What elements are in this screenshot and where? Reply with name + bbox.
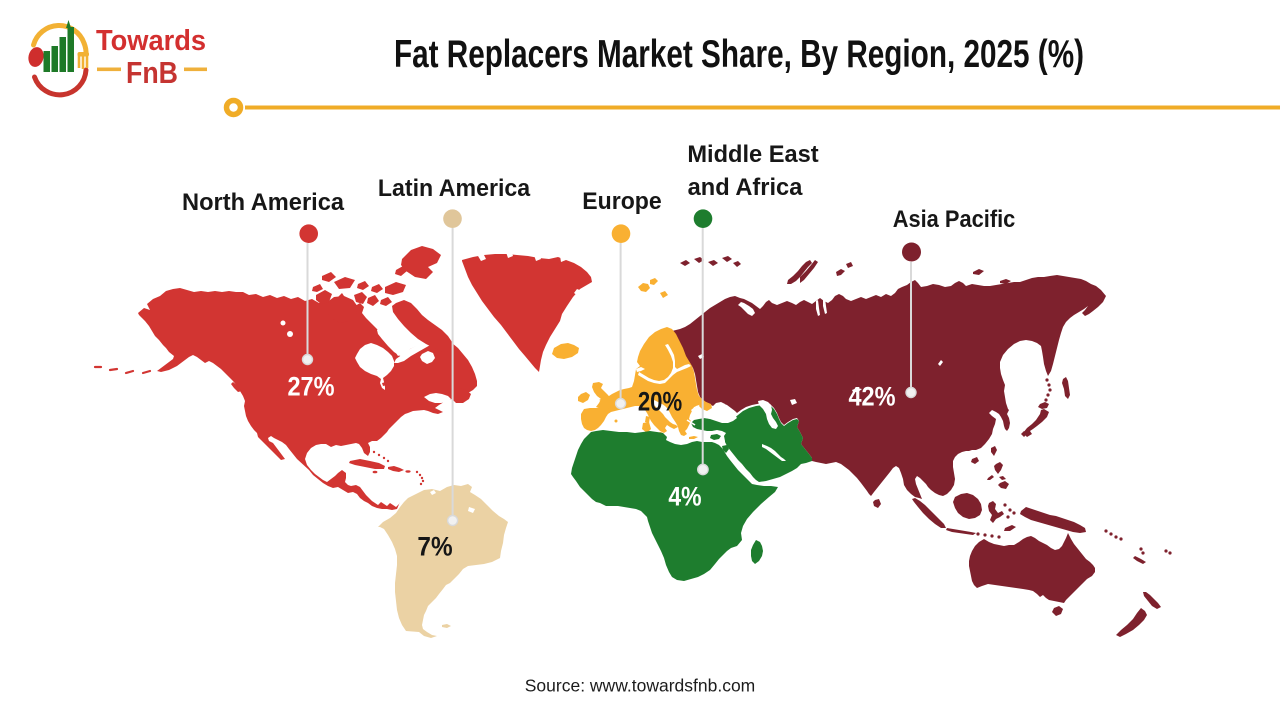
svg-text:Towards: Towards xyxy=(96,25,206,57)
svg-text:FnB: FnB xyxy=(126,55,178,90)
svg-text:Fat Replacers Market Share, By: Fat Replacers Market Share, By Region, 2… xyxy=(394,33,1084,76)
